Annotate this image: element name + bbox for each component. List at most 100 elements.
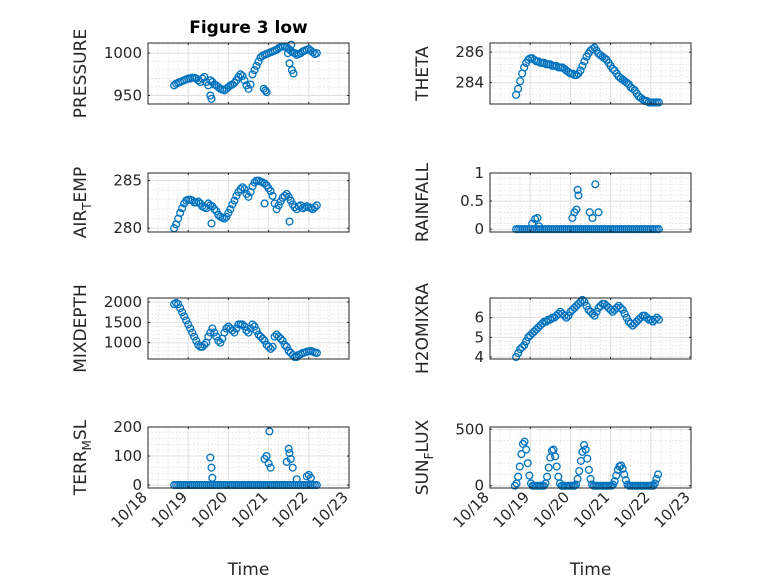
data-point [588,45,597,54]
data-point [212,207,221,216]
data-point [188,328,197,337]
data-point [264,342,273,351]
data-point [510,481,519,490]
data-point [206,328,215,337]
data-point [652,474,661,484]
y-tick-label: 200 [113,418,142,436]
y-tick-label: 286 [455,43,484,61]
subplot-mixdepth: 1000 1500 2000 MIXDEPTH [71,284,350,373]
data-point [312,348,321,357]
y-tick-label: 1 [474,164,484,182]
data-point [272,205,281,214]
data-point [238,183,247,192]
y-tick-label: 950 [113,87,142,105]
data-point [287,40,296,49]
subplot-h2omixra: 4 56 H2OMIXRA [413,283,692,374]
data-point [266,344,275,353]
y-axis-label-rest: EMP [71,167,91,203]
data-point [288,350,297,359]
data-point [588,213,597,223]
y-tick-label: 2000 [104,293,142,311]
y-tick-label: 0 [474,477,484,495]
data-point [236,70,245,79]
data-point [654,315,663,324]
data-point [214,336,223,345]
data-point [248,320,257,329]
data-point [654,225,663,234]
data-point [650,315,659,324]
y-tick-label: 0 [132,476,142,494]
axes-frame-theta [489,42,692,105]
data-point [176,304,185,313]
data-point [310,203,319,212]
data-point [220,328,229,337]
series-sun-flux [510,437,663,490]
data-point [514,349,523,358]
data-point [244,328,253,337]
data-point [236,185,245,194]
data-point [206,76,215,85]
y-tick-label: 100 [113,447,142,465]
data-point [628,84,637,93]
plot-area-terr-msl [148,427,349,488]
data-point [238,71,247,81]
data-point [194,340,203,349]
subplot-theta: 284 286 THETA [413,42,692,107]
data-point [280,340,289,349]
data-point [250,178,259,187]
data-point [285,217,294,226]
data-point [580,441,589,450]
data-point [592,307,601,316]
data-point [250,322,259,331]
data-point [522,337,531,346]
y-axis-label-main: TERR [71,450,91,496]
data-point [200,340,209,349]
data-point [652,313,661,322]
data-point [260,336,269,345]
data-point [594,208,603,217]
data-point [580,57,589,66]
data-point [240,76,249,85]
y-tick-label: 1000 [104,334,142,352]
data-point [512,352,521,362]
data-point [308,48,317,57]
data-point [312,49,321,58]
data-point [272,45,281,54]
data-point [246,80,255,89]
data-point [210,328,219,337]
y-axis-label: RAINFALL [413,162,433,242]
data-point [260,199,269,208]
data-point [194,76,203,85]
data-point [222,212,231,221]
data-point [517,450,526,459]
y-tick-label: 280 [113,219,142,237]
data-point [232,191,241,200]
data-point [252,326,261,335]
series-air-temp [170,176,321,233]
data-point [228,326,237,335]
y-axis-label-main: SUN [413,459,433,495]
series-mixdepth [170,298,321,362]
data-point [574,191,583,200]
data-point [516,77,525,86]
data-point [206,453,215,462]
data-point [581,445,590,454]
data-point [306,473,315,482]
data-point [250,66,259,75]
data-point [520,437,529,446]
x-axis-label: Time [569,560,612,580]
data-point [636,313,645,322]
data-point [618,464,627,473]
data-point [210,205,219,214]
data-point [654,98,663,107]
y-axis-label-subscript: M [80,440,94,450]
data-point [525,471,534,480]
data-point [582,301,591,310]
data-point [533,213,542,223]
data-point [244,84,253,93]
data-point [544,463,553,472]
data-point [254,330,263,339]
data-point [564,311,573,320]
data-point [622,313,631,322]
